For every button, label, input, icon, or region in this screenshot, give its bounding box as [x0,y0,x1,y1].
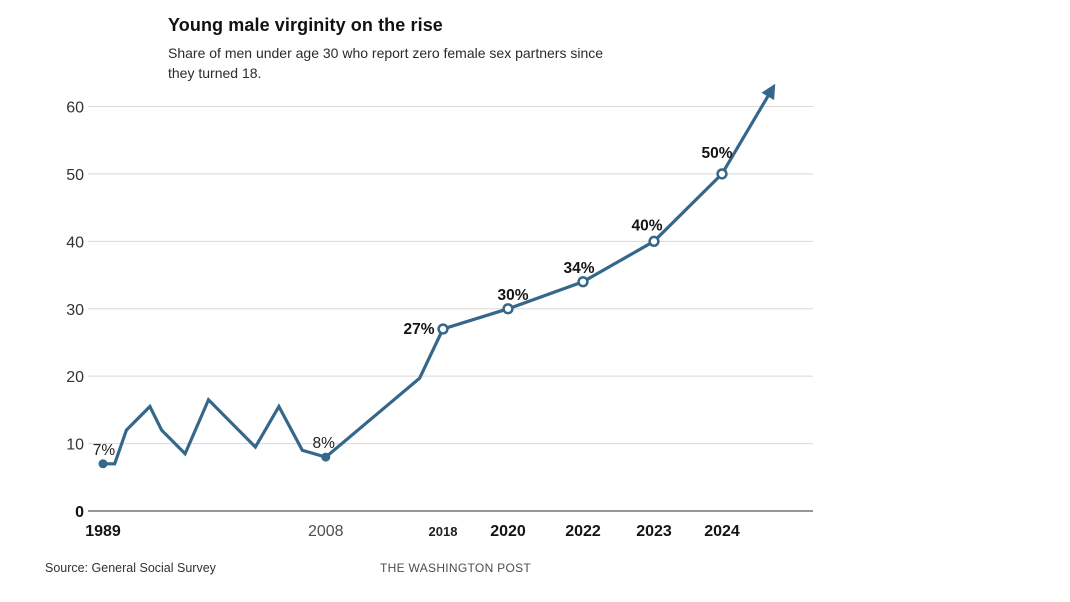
data-point-2020 [502,303,514,315]
data-point-label: 27% [403,321,434,338]
chart-subtitle-line-1: Share of men under age 30 who report zer… [168,45,604,61]
chart-subtitle: Share of men under age 30 who report zer… [168,43,648,83]
x-axis-label: 2024 [704,523,740,540]
data-point-2023 [648,235,660,247]
x-axis-label: 1989 [85,523,121,540]
data-point-label: 50% [701,145,732,162]
data-point-label: 30% [497,287,528,304]
y-axis-label: 10 [66,437,84,454]
data-point-label: 7% [93,442,116,459]
publisher-brand: THE WASHINGTON POST [380,561,532,575]
y-axis-label: 60 [66,100,84,117]
y-axis-label: 40 [66,234,84,251]
y-axis-label: 30 [66,302,84,319]
data-point-label: 40% [631,217,662,234]
data-point-2018 [437,323,449,335]
data-point-2024 [716,168,728,180]
chart-subtitle-line-2: they turned 18. [168,65,262,81]
source-note: Source: General Social Survey [45,561,216,575]
y-axis-label: 0 [75,504,84,521]
data-point-2008 [321,452,331,462]
x-axis-label: 2022 [565,523,601,540]
x-axis-label: 2023 [636,523,672,540]
data-point-1989 [98,459,108,469]
x-axis-label: 2018 [429,524,458,539]
y-axis-label: 50 [66,167,84,184]
data-point-label: 34% [563,260,594,277]
x-axis-label: 2008 [308,523,344,540]
chart-title: Young male virginity on the rise [168,15,443,35]
x-axis-label: 2020 [490,523,526,540]
y-axis-label: 20 [66,369,84,386]
chart-header: Young male virginity on the rise Share o… [168,14,648,83]
trend-line [103,83,776,466]
data-point-2022 [577,276,589,288]
data-point-label: 8% [313,435,336,452]
